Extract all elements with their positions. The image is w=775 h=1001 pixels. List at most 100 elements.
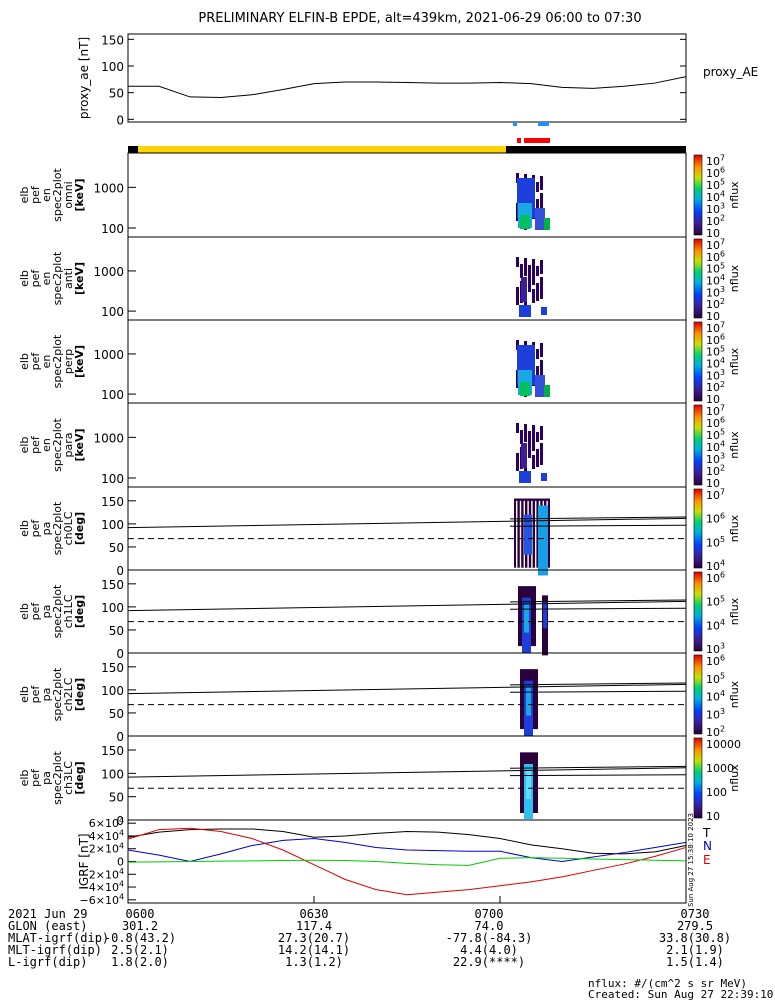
panel-7-ylabel: [deg] [73, 678, 86, 711]
panel-3-cbar-tick: 103 [706, 368, 725, 382]
panel-2-cbar-tick: 10 [706, 310, 720, 323]
panel-6-cbar-tick: 103 [706, 642, 725, 656]
panel-7-tick-label: 50 [109, 707, 124, 721]
panel-1-ylabel: spec2plot [51, 168, 64, 222]
igrf-series-0 [127, 828, 687, 855]
panel-1-flux-cell [540, 176, 543, 190]
panel-7-ylabel: ch2LC [62, 677, 75, 711]
panel-5-ylabel: elb [18, 520, 31, 537]
panel-8-losscone-line [127, 767, 687, 778]
igrf-tick-label: 0 [117, 856, 124, 869]
panel-2-flux-cell [536, 266, 539, 276]
panel-2-ylabel: pef [29, 269, 42, 288]
panel-2-flux-cell [540, 277, 543, 299]
igrf-vertical-stamp: Sun Aug 27 15:38:10 2023 [687, 813, 695, 907]
ephemeris-value: 1.8(2.0) [111, 955, 169, 969]
ephemeris-value: 33.8(30.8) [659, 931, 731, 945]
panel-5-cbar-tick: 107 [706, 488, 725, 502]
panel-2-cbar-tick: 103 [706, 285, 725, 299]
panel-4-cbar-label: nflux [728, 431, 741, 459]
panel-5-ylabel: spec2plot [51, 501, 64, 555]
panel-1-flux-cell [544, 218, 550, 230]
panel-4-flux-cell [516, 453, 519, 471]
panel-7-frame [127, 652, 687, 737]
panel-3-ylabel: elb [18, 353, 31, 370]
panel-5-losscone-line [509, 516, 687, 520]
panel-7-ylabel: pef [29, 685, 42, 704]
panel-3-cbar-tick: 106 [706, 332, 725, 346]
panel-4-colorbar [693, 404, 703, 486]
panel-5-losscone-line [509, 524, 687, 527]
panel-2-tick-label: 1000 [93, 265, 124, 279]
panel-2-flux-cell [540, 260, 543, 274]
panel-3-flux-cell [535, 375, 545, 397]
panel-3-flux-cell [540, 343, 543, 357]
panel-8-ylabel: pa [40, 771, 53, 785]
panel-1-frame [127, 152, 687, 238]
proxy-ae-legend: proxy_AE [703, 65, 758, 79]
panel-2-flux-cell [536, 283, 539, 301]
ephemeris-value: 117.4 [296, 919, 332, 933]
ephemeris-value: 4.4(4.0) [460, 943, 518, 957]
panel-1-colorbar [693, 154, 703, 236]
panel-3-cbar-label: nflux [728, 347, 741, 375]
panel-7-flux-cell [526, 687, 531, 716]
panel-4-flux-cell [541, 473, 547, 481]
ephemeris-row-label: GLON (east) [8, 919, 87, 933]
panel-4-flux-cell [532, 425, 535, 451]
panel-7-cbar-tick: 106 [706, 654, 725, 668]
proxy-ae-tick-label: 0 [116, 113, 124, 127]
panel-3-cbar-tick: 102 [706, 380, 725, 394]
panel-5-cbar-tick: 106 [706, 511, 725, 525]
panel-7-ylabel: elb [18, 686, 31, 703]
panel-6-colorbar [693, 571, 703, 652]
panel-2-flux-cell [516, 287, 519, 305]
panel-3-flux-cell [544, 385, 550, 397]
igrf-tick-label: −2×104 [80, 867, 124, 881]
panel-6-cbar-tick: 104 [706, 618, 725, 632]
panel-3-cbar-tick: 10 [706, 393, 720, 406]
panel-4-ylabel: pef [29, 435, 42, 454]
panel-3-ylabel: spec2plot [51, 334, 64, 388]
panel-6-tick-label: 100 [101, 601, 124, 615]
panel-4-ylabel: en [40, 438, 53, 452]
panel-2-ylabel: elb [18, 270, 31, 287]
panel-3-tick-label: 100 [101, 388, 124, 402]
ephemeris-value: 0700 [475, 907, 504, 921]
science-zone-marker [513, 122, 517, 126]
panel-4-flux-cell [520, 430, 523, 444]
orbit-zone-bar [138, 146, 506, 153]
panel-5-ylabel: ch0LC [62, 511, 75, 545]
panel-4-flux-cell [528, 431, 531, 453]
panel-5-ylabel: pef [29, 519, 42, 538]
panel-6-tick-label: 150 [101, 578, 124, 592]
panel-6-frame [127, 569, 687, 654]
panel-3-cbar-tick: 104 [706, 356, 725, 370]
panel-6-ylabel: [deg] [73, 595, 86, 628]
panel-2-flux-cell [532, 289, 535, 303]
ephemeris-value: 1.5(1.4) [666, 955, 724, 969]
panel-7-cbar-tick: 105 [706, 671, 725, 685]
panel-3-tick-label: 1000 [93, 348, 124, 362]
panel-2-frame [127, 236, 687, 321]
panel-2-ylabel: spec2plot [51, 251, 64, 305]
footer-created: Created: Sun Aug 27 22:39:10 2023 [588, 988, 774, 1001]
panel-2-flux-cell [519, 305, 531, 317]
panel-2-flux-cell [541, 307, 547, 315]
science-zone-marker [517, 138, 521, 143]
panel-1-tick-label: 1000 [93, 181, 124, 195]
panel-4-tick-label: 1000 [93, 431, 124, 445]
ephemeris-value: 2.1(1.9) [666, 943, 724, 957]
ephemeris-value: 27.3(20.7) [278, 931, 350, 945]
panel-5-tick-label: 100 [101, 518, 124, 532]
igrf-series-3 [127, 857, 687, 866]
igrf-tick-label: 6×104 [89, 816, 124, 830]
panel-5-losscone-line [127, 517, 687, 529]
panel-5-flux-cell [516, 500, 518, 568]
panel-5-tick-label: 0 [116, 564, 124, 578]
panel-4-cbar-tick: 102 [706, 464, 725, 478]
panel-2-cbar-tick: 104 [706, 273, 725, 287]
panel-2-ylabel: en [40, 272, 53, 286]
panel-7-ylabel: spec2plot [51, 667, 64, 721]
